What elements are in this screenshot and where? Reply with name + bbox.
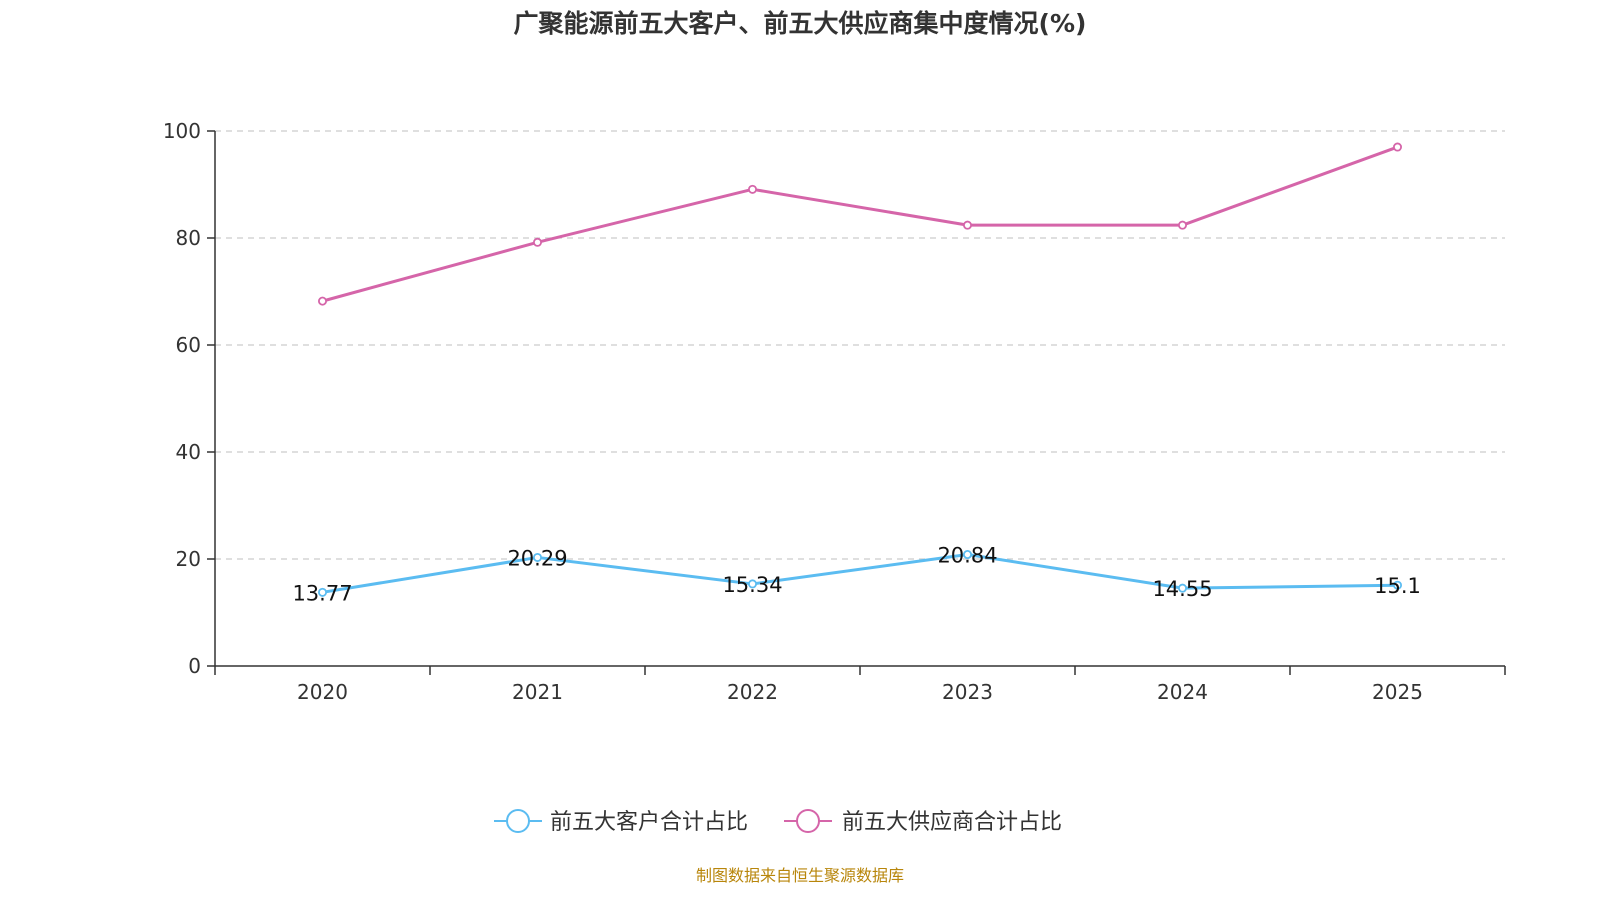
legend-marker-icon <box>506 809 530 833</box>
data-label: 15.34 <box>722 573 782 597</box>
data-label: 20.29 <box>507 546 567 570</box>
legend-item-1: 前五大供应商合计占比 <box>784 809 1062 835</box>
y-tick-label: 40 <box>176 440 201 464</box>
series-lines <box>317 142 1403 597</box>
x-tick-label: 2020 <box>297 680 348 704</box>
data-label: 20.84 <box>937 544 997 568</box>
data-labels: 13.77 20.29 15.34 20.84 14.55 15.1 <box>292 544 1420 606</box>
series-line-0 <box>322 553 1398 594</box>
gridlines <box>215 130 1505 560</box>
y-tick-label: 80 <box>176 226 201 250</box>
legend-label: 前五大客户合计占比 <box>550 810 748 835</box>
data-point <box>963 220 973 230</box>
legend: 前五大客户合计占比 前五大供应商合计占比 <box>494 809 1062 835</box>
data-point <box>533 552 543 562</box>
data-label: 14.55 <box>1152 577 1212 601</box>
data-point <box>317 296 327 306</box>
data-point <box>963 550 973 560</box>
x-tick-label: 2021 <box>512 680 563 704</box>
data-point <box>748 579 758 589</box>
y-tick-label: 60 <box>176 333 201 357</box>
y-tick-label: 20 <box>176 547 201 571</box>
legend-item-0: 前五大客户合计占比 <box>494 809 748 835</box>
legend-label: 前五大供应商合计占比 <box>842 810 1062 835</box>
y-tick-label: 0 <box>188 654 201 678</box>
x-tick-label: 2025 <box>1372 680 1423 704</box>
legend-marker-icon <box>796 809 820 833</box>
data-label: 13.77 <box>292 581 352 605</box>
data-point <box>317 587 327 597</box>
data-point <box>748 184 758 194</box>
data-point <box>1178 583 1188 593</box>
y-tick-label: 100 <box>163 119 201 143</box>
x-tick-label: 2024 <box>1157 680 1208 704</box>
data-point <box>533 237 543 247</box>
chart-title: 广聚能源前五大客户、前五大供应商集中度情况(%) <box>514 9 1087 38</box>
axes: 0 20 40 60 80 100 2020 2021 2022 2023 2024 2025 <box>163 119 1506 704</box>
x-tick-label: 2023 <box>942 680 993 704</box>
x-tick-label: 2022 <box>727 680 778 704</box>
data-point <box>1393 580 1403 590</box>
data-point <box>1393 142 1403 152</box>
data-point <box>1178 220 1188 230</box>
data-label: 15.1 <box>1374 574 1421 598</box>
series-line-1 <box>322 145 1399 303</box>
source-note: 制图数据来自恒生聚源数据库 <box>696 866 904 885</box>
